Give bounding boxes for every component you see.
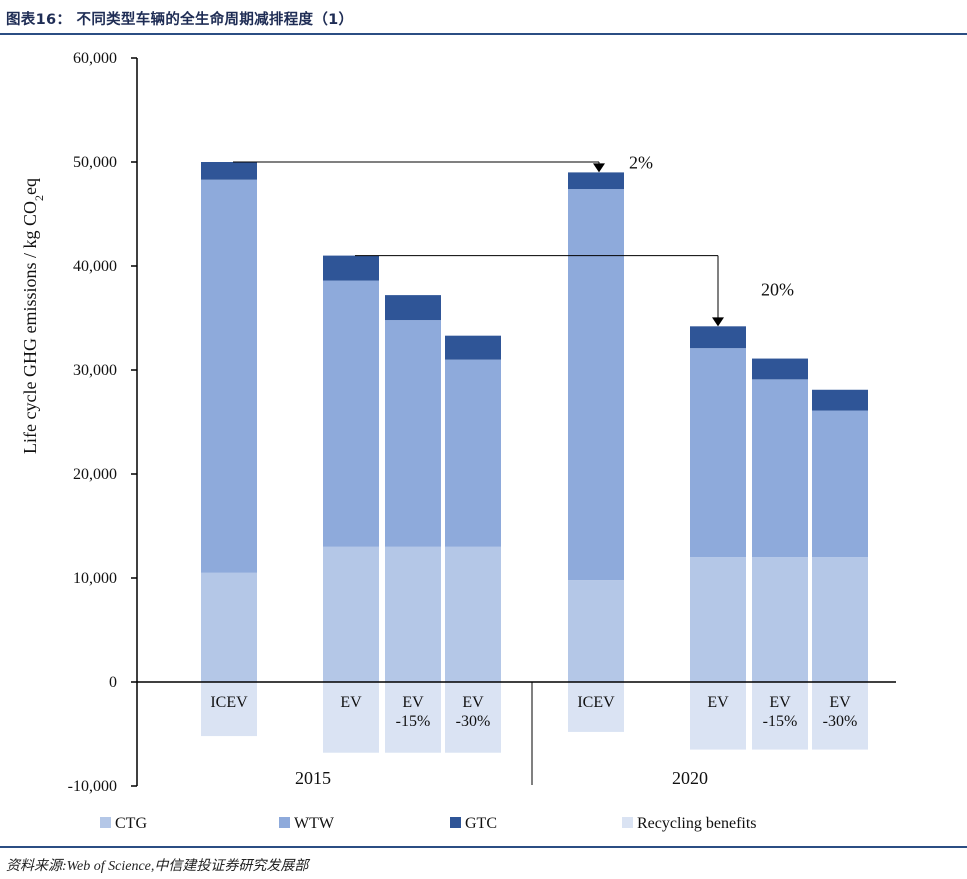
bar-segment-ctg [690,557,746,682]
category-label: -30% [823,713,858,730]
legend-swatch [622,817,633,828]
category-label: ICEV [210,694,248,711]
y-tick-label: 40,000 [73,258,117,275]
annotation-label: 2% [629,152,653,172]
y-tick-label: 20,000 [73,466,117,483]
y-axis-label: Life cycle GHG emissions / kg CO2eq [20,178,46,454]
bar-segment-gtc [690,326,746,349]
header-divider [0,33,967,35]
y-tick-label: 60,000 [73,50,117,67]
bar-segment-ctg [445,546,501,682]
figure-title: 图表16： 不同类型车辆的全生命周期减排程度（1） [6,12,354,28]
bar-segment-gtc [568,172,624,190]
bar-segment-wtw [812,410,868,558]
y-tick-label: -10,000 [68,778,117,795]
category-label: EV [462,694,484,711]
annotation-arrowhead [593,163,605,173]
bar-segment-gtc [812,389,868,411]
category-label: -30% [456,713,491,730]
bar-segment-gtc [323,255,379,281]
bar-segment-recycling [568,682,624,732]
bar-segment-recycling [323,682,379,753]
bar-segment-ctg [752,557,808,682]
category-label: -15% [396,713,431,730]
bar-segment-recycling [752,682,808,750]
bar-segment-ctg [385,546,441,682]
bar-segment-wtw [690,348,746,558]
plot-area: -10,000 0 10,000 20,000 30,000 40,000 50,000 60… [20,50,896,832]
group-label: 2020 [672,768,708,788]
bar-segment-wtw [201,179,257,573]
bar-segment-wtw [445,359,501,547]
bar-segment-gtc [385,295,441,321]
group-label: 2015 [295,768,331,788]
category-label: EV [707,694,729,711]
category-label: EV [402,694,424,711]
footer-divider [0,846,967,848]
annotation-label: 20% [761,280,794,300]
category-label: -15% [763,713,798,730]
bar-segment-recycling [385,682,441,753]
bar-segment-recycling [445,682,501,753]
bar-segment-recycling [812,682,868,750]
stacked-bar-chart: -10,000 0 10,000 20,000 30,000 40,000 50,000 60… [20,50,896,832]
y-tick-label: 50,000 [73,154,117,171]
source-note: 资料来源:Web of Science,中信建投证券研究发展部 [6,859,309,874]
legend-label: Recycling benefits [637,815,757,832]
bar-segment-gtc [445,335,501,360]
header: 图表16： 不同类型车辆的全生命周期减排程度（1） [0,0,967,36]
bar-segment-ctg [568,580,624,682]
bar-segment-ctg [323,546,379,682]
legend-swatch [279,817,290,828]
category-label: ICEV [577,694,615,711]
bar-segment-ctg [201,572,257,682]
bar-segment-recycling [690,682,746,750]
legend-label: CTG [115,815,147,832]
legend-swatch [450,817,461,828]
bar-segment-ctg [812,557,868,682]
bar-segment-wtw [752,379,808,558]
category-label: EV [340,694,362,711]
bar-segment-gtc [201,162,257,180]
annotation-arrowhead [712,317,724,327]
y-tick-label: 10,000 [73,570,117,587]
bar-segment-wtw [323,280,379,547]
bar-segment-gtc [752,358,808,380]
bar-segment-wtw [568,189,624,581]
category-label: EV [769,694,791,711]
legend-label: WTW [294,815,335,832]
bar-segment-recycling [201,682,257,737]
legend-swatch [100,817,111,828]
category-label: EV [829,694,851,711]
y-tick-label: 0 [109,674,117,691]
legend-label: GTC [465,815,497,832]
y-tick-label: 30,000 [73,362,117,379]
bar-segment-wtw [385,320,441,547]
